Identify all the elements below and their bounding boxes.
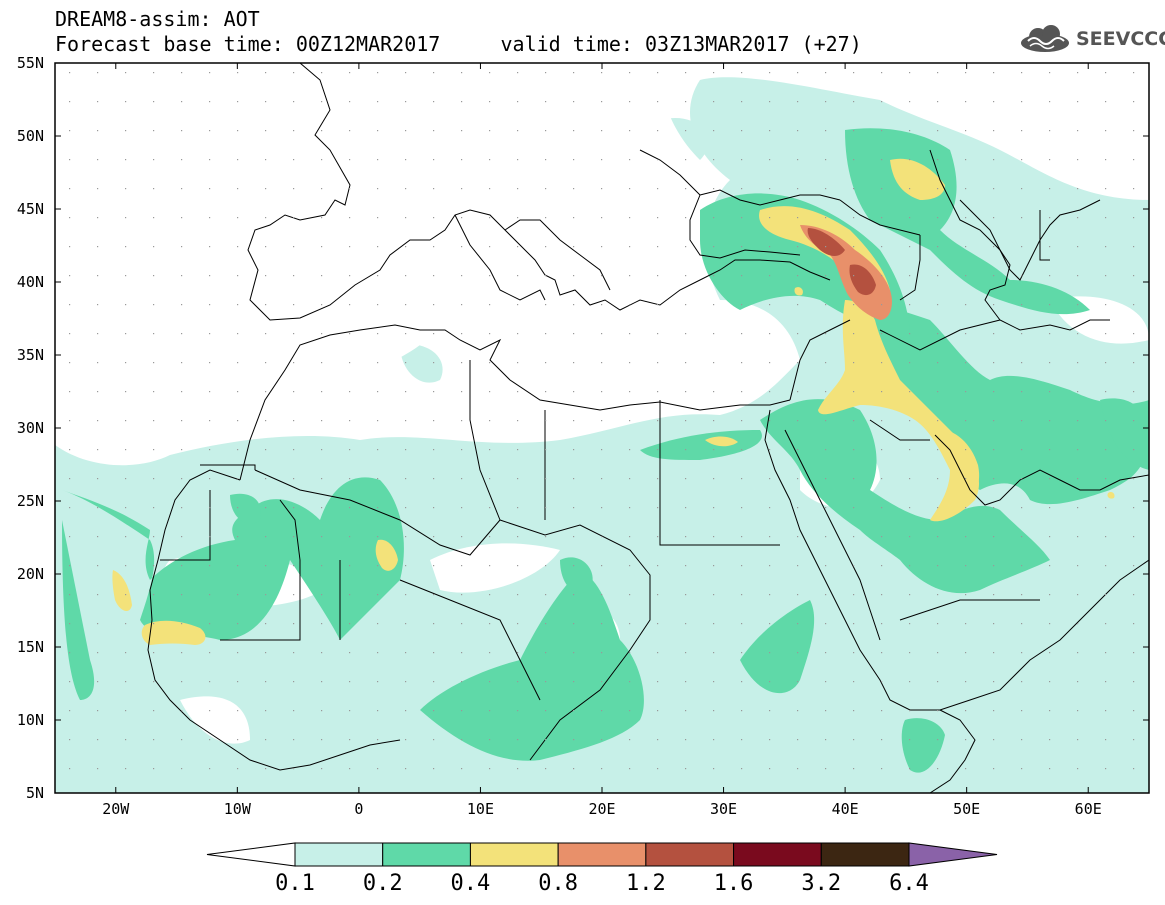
y-tick-label: 30N (16, 419, 44, 437)
y-tick-label: 50N (16, 127, 44, 145)
x-tick-label: 60E (1074, 800, 1102, 818)
colorbar-level-label: 0.2 (362, 871, 403, 896)
y-tick-label: 10N (16, 711, 44, 729)
cloud-icon (1021, 25, 1069, 52)
map-subtitle: Forecast base time: 00Z12MAR2017 valid t… (55, 32, 862, 56)
colorbar-box (820, 842, 910, 867)
seevccc-logo: SEEVCCC (1018, 22, 1165, 56)
x-tick-label: 20E (588, 800, 616, 818)
x-tick-label: 0 (354, 800, 364, 818)
colorbar-level-label: 1.2 (625, 871, 666, 896)
colorbar-lower-triangle (206, 842, 296, 867)
colorbar-level-label: 0.8 (538, 871, 579, 896)
colorbar-level-label: 0.1 (275, 871, 315, 896)
colorbar-box (294, 842, 384, 867)
colorbar-box (733, 842, 822, 867)
colorbar-box (645, 842, 735, 867)
y-tick-label: 25N (16, 492, 44, 510)
colorbar-box (557, 842, 647, 867)
colorbar-upper-triangle (908, 842, 998, 867)
y-tick-label: 45N (16, 200, 44, 218)
colorbar-level-label: 3.2 (801, 871, 842, 896)
y-tick-label: 5N (25, 784, 44, 802)
colorbar-level-label: 6.4 (889, 871, 929, 896)
y-tick-label: 55N (16, 54, 44, 72)
x-tick-label: 30E (710, 800, 738, 818)
y-tick-label: 40N (16, 273, 44, 291)
colorbar-level-label: 0.4 (450, 871, 491, 896)
y-tick-label: 35N (16, 346, 44, 364)
y-tick-label: 15N (16, 638, 44, 656)
logo-text: SEEVCCC (1076, 28, 1165, 50)
map-title: DREAM8-assim: AOT (55, 7, 260, 31)
x-tick-label: 10E (466, 800, 494, 818)
x-tick-label: 20W (102, 800, 130, 818)
x-tick-label: 50E (953, 800, 981, 818)
x-tick-label: 40E (831, 800, 859, 818)
colorbar-level-label: 1.6 (713, 871, 754, 896)
colorbar-box (469, 842, 559, 867)
y-tick-label: 20N (16, 565, 44, 583)
colorbar-box (382, 842, 471, 867)
axis-ticks (55, 62, 1149, 794)
x-tick-label: 10W (223, 800, 251, 818)
aot-contours (55, 63, 1149, 793)
colorbar (206, 842, 998, 867)
